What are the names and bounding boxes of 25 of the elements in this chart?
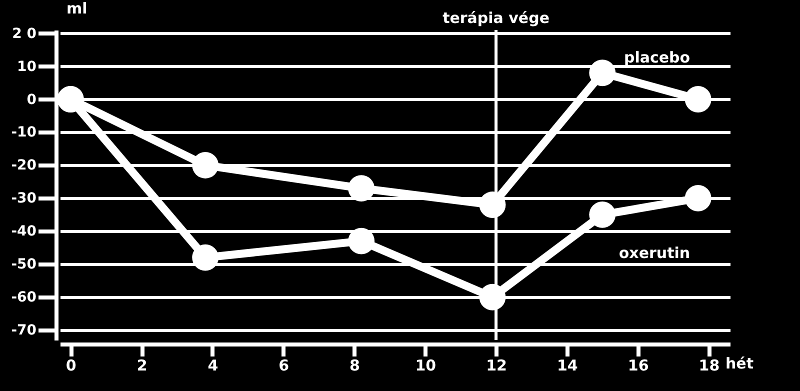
x-tick-label: 4 <box>208 356 218 374</box>
x-tick-label: 2 <box>136 356 148 374</box>
ref-line-label: terápia vége <box>442 9 550 27</box>
x-tick-label: 0 <box>66 356 76 374</box>
x-tick-label: 14 <box>556 356 578 374</box>
y-tick-label: 2 0 <box>12 26 37 42</box>
y-tick-label: -20 <box>11 158 37 174</box>
x-tick-label: 6 <box>278 356 290 374</box>
y-tick-label: -60 <box>11 290 37 306</box>
x-tick-label: 10 <box>415 356 436 374</box>
y-tick-label: -50 <box>11 256 37 273</box>
y-tick-label: -70 <box>11 322 37 339</box>
y-tick-label: -30 <box>11 190 37 207</box>
y-tick-label: 10 <box>17 58 37 75</box>
series-label: oxerutin <box>618 244 690 262</box>
y-tick-label: 0 <box>26 92 37 108</box>
y-tick-label: -10 <box>11 124 37 141</box>
x-axis-title: hét <box>726 354 754 372</box>
y-tick-label: -40 <box>11 224 37 240</box>
series-label: placebo <box>624 48 690 66</box>
x-tick-label: 16 <box>628 356 649 374</box>
x-tick-label: 8 <box>350 356 360 374</box>
x-tick-label: 18 <box>698 356 720 374</box>
y-axis-title: ml <box>66 0 88 18</box>
x-tick-label: 12 <box>486 356 507 374</box>
